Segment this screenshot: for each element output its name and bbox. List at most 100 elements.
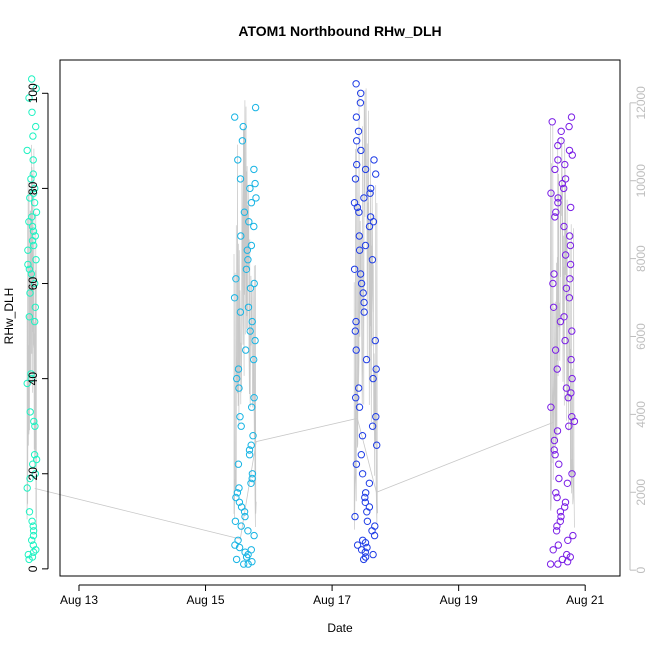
y2-tick-label: 12000 (634, 86, 648, 120)
rh-point (568, 327, 576, 335)
rh-point (250, 165, 258, 174)
rh-point (356, 99, 365, 107)
rh-point (32, 546, 40, 554)
y2-tick-label: 4000 (634, 401, 648, 428)
rh-point (251, 179, 259, 188)
rh-point (357, 451, 365, 459)
rh-point (360, 555, 368, 564)
rh-point (29, 156, 37, 164)
rh-point (564, 536, 572, 544)
rh-point (232, 493, 240, 502)
rh-point (233, 374, 241, 383)
rh-point (31, 470, 39, 478)
rh-point (554, 141, 562, 150)
y-tick-label: 40 (26, 372, 40, 386)
rh-point (547, 189, 555, 197)
rh-point (30, 417, 38, 426)
rh-point (568, 470, 576, 478)
rh-point (31, 317, 39, 326)
rh-point (355, 208, 363, 216)
rh-point (361, 498, 369, 506)
rh-point (234, 365, 243, 373)
rh-point (548, 118, 556, 126)
rh-point (554, 560, 562, 568)
x-tick-label: Aug 21 (566, 593, 604, 607)
rh-point (554, 194, 562, 202)
rh-point (553, 493, 561, 502)
rh-point (248, 317, 256, 326)
rh-point (359, 289, 367, 297)
chart-title: ATOM1 Northbound RHw_DLH (238, 23, 441, 39)
rh-point (358, 432, 367, 440)
rh-point (251, 103, 260, 112)
rh-point (363, 517, 372, 525)
rh-point (25, 265, 34, 273)
rh-point (27, 175, 35, 183)
rh-point (251, 336, 259, 345)
rh-point (554, 541, 562, 549)
rh-point (232, 555, 241, 564)
rh-point (231, 517, 240, 525)
rh-point (23, 484, 31, 492)
rh-point (26, 474, 34, 483)
rh-point (28, 517, 36, 525)
rh-point (32, 256, 40, 264)
rh-point (561, 503, 569, 511)
x-tick-label: Aug 13 (60, 593, 98, 607)
rh-point (230, 294, 239, 302)
rh-point (249, 432, 257, 440)
rh-point (556, 508, 565, 516)
y2-tick-label: 6000 (634, 323, 648, 350)
rh-point (554, 156, 562, 164)
rh-point (357, 279, 366, 288)
rh-point (363, 508, 371, 516)
rh-point (236, 308, 245, 316)
rh-point (549, 546, 557, 554)
rh-point (553, 427, 562, 435)
rh-point (362, 489, 370, 497)
rh-point (360, 194, 368, 202)
rh-point (27, 374, 35, 383)
rh-point (365, 222, 374, 231)
rh-point (248, 403, 256, 411)
rh-point (32, 122, 40, 131)
rh-point (361, 493, 369, 502)
rh-point (28, 237, 37, 245)
rh-point (28, 108, 36, 117)
rh-point (552, 489, 560, 497)
rh-point (241, 512, 249, 521)
rh-point (565, 122, 573, 131)
rh-point (567, 113, 576, 121)
rh-point (568, 151, 576, 159)
rh-point (32, 208, 41, 216)
rh-point (551, 346, 560, 354)
rh-point (352, 460, 361, 468)
y-tick-label: 100 (26, 83, 40, 103)
altitude-trace-2 (233, 100, 257, 528)
altitude-trace-3 (353, 88, 378, 530)
rh-point (558, 179, 566, 188)
rh-point (357, 546, 366, 554)
rh-point (563, 479, 572, 487)
y2-tick-label: 8000 (634, 245, 648, 272)
rh-point (362, 355, 371, 364)
rh-point (373, 441, 381, 449)
rh-point (566, 260, 575, 269)
rh-point (361, 548, 369, 556)
y2-tick-label: 10000 (634, 164, 648, 198)
rh-point (24, 260, 32, 269)
rh-point (370, 531, 379, 540)
rh-point (556, 317, 565, 326)
axes: 0 20 40 60 80 100 0 2000 4000 6000 8000 10000 12000 A… (26, 59, 648, 607)
rh-point (553, 522, 561, 530)
rh-point (246, 327, 254, 335)
rh-point (557, 127, 565, 136)
x-tick-label: Aug 15 (187, 593, 225, 607)
rh-point (550, 446, 558, 454)
x-tick-label: Aug 17 (313, 593, 351, 607)
rh-point (351, 327, 359, 335)
rh-point (353, 160, 361, 169)
rh-point (240, 560, 248, 568)
rh-point (30, 241, 38, 250)
